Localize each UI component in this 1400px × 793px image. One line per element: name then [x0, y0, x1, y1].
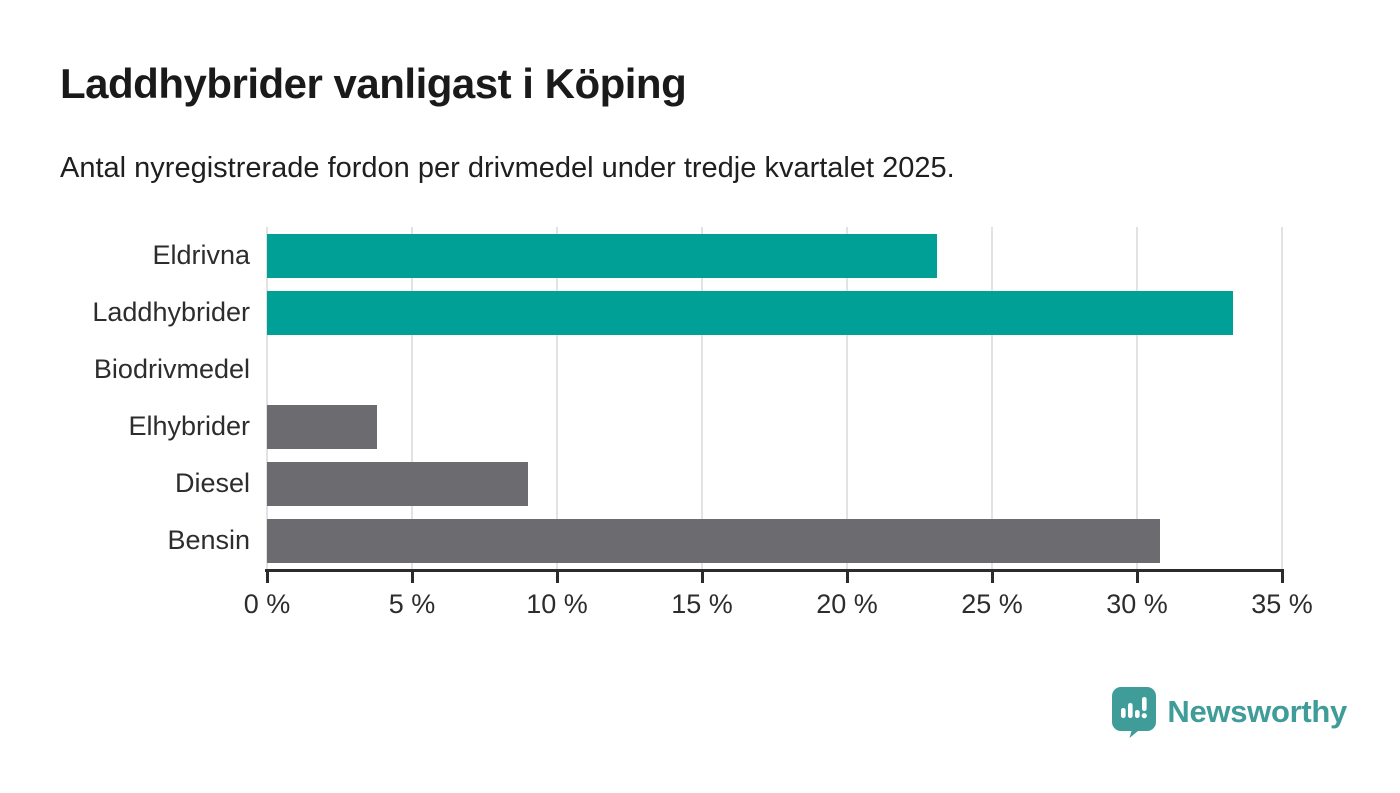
plot-area [266, 227, 1283, 569]
category-label-bensin: Bensin [167, 525, 250, 555]
category-label-biodrivmedel: Biodrivmedel [93, 354, 250, 384]
x-tick-15 [700, 569, 704, 583]
x-tick-5 [410, 569, 414, 583]
x-tick-label-10: 10 % [526, 589, 588, 619]
x-tick-label-30: 30 % [1106, 589, 1168, 619]
newsworthy-logo-icon [1112, 687, 1157, 738]
y-axis-labels: Eldrivna Laddhybrider Biodrivmedel Elhybrid… [0, 227, 250, 569]
x-axis-line [265, 569, 1284, 572]
x-tick-label-35: 35 % [1251, 589, 1313, 619]
gridline-35 [1281, 227, 1283, 569]
x-tick-30 [1135, 569, 1139, 583]
x-tick-label-15: 15 % [671, 589, 733, 619]
x-tick-10 [555, 569, 559, 583]
gridline-25 [991, 227, 993, 569]
gridline-30 [1136, 227, 1138, 569]
gridline-20 [846, 227, 848, 569]
bar-bensin [267, 518, 1161, 563]
bar-laddhybrider [267, 290, 1233, 335]
x-tick-label-25: 25 % [961, 589, 1023, 619]
category-label-eldrivna: Eldrivna [152, 240, 250, 270]
category-label-diesel: Diesel [174, 468, 250, 498]
bar-eldrivna [267, 233, 937, 278]
bar-diesel [267, 461, 528, 506]
newsworthy-logo: Newsworthy [1111, 686, 1347, 738]
gridline-10 [556, 227, 558, 569]
category-label-laddhybrider: Laddhybrider [92, 297, 250, 327]
x-tick-25 [990, 569, 994, 583]
chart-title: Laddhybrider vanligast i Köping [60, 60, 687, 107]
chart-subtitle: Antal nyregistrerade fordon per drivmede… [60, 152, 955, 184]
gridline-5 [411, 227, 413, 569]
x-axis: 0 % 5 % 10 % 15 % 20 % 25 % 30 % 35 % [244, 569, 1313, 629]
newsworthy-logo-text: Newsworthy [1167, 694, 1347, 729]
category-label-elhybrider: Elhybrider [128, 411, 250, 441]
x-tick-0 [265, 569, 269, 583]
x-tick-label-5: 5 % [388, 589, 436, 619]
x-tick-35 [1280, 569, 1284, 583]
x-tick-label-20: 20 % [816, 589, 878, 619]
gridline-15 [701, 227, 703, 569]
bar-elhybrider [267, 404, 378, 449]
x-tick-label-0: 0 % [243, 589, 291, 619]
x-tick-20 [845, 569, 849, 583]
gridline-0 [266, 227, 268, 569]
